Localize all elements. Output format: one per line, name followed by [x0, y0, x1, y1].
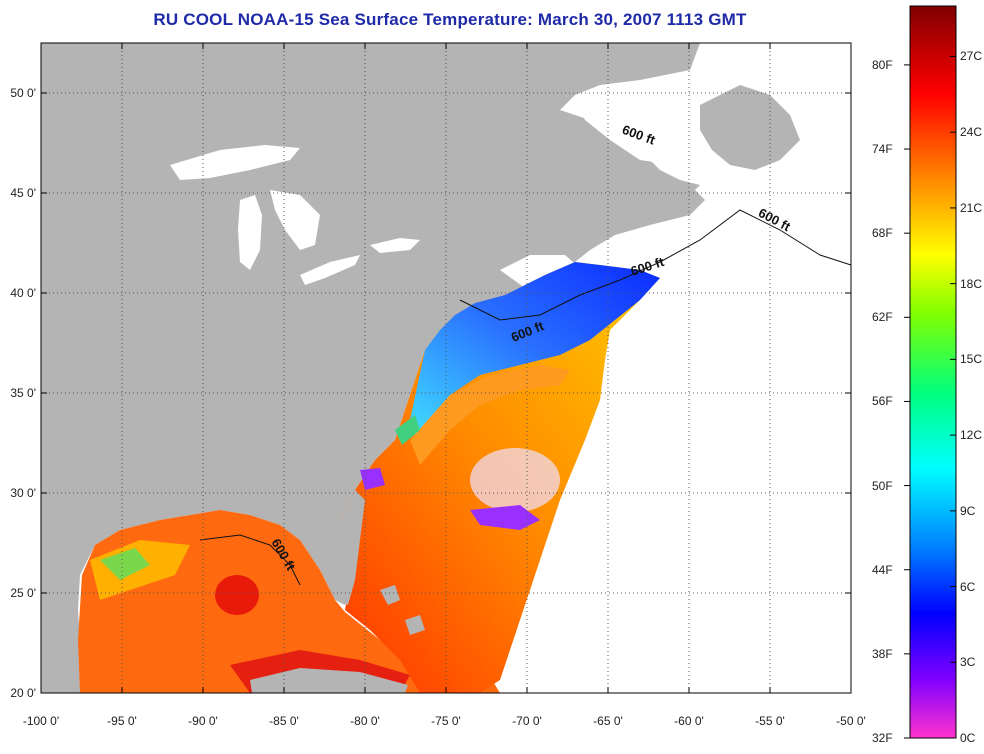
latitude-label: 30 0' — [10, 486, 36, 500]
colorbar-celsius-label: 15C — [960, 352, 983, 367]
longitude-label: -55 0' — [755, 714, 785, 728]
latitude-label: 45 0' — [10, 186, 36, 200]
longitude-label: -65 0' — [593, 714, 623, 728]
colorbar-fahrenheit-label: 68F — [872, 226, 893, 241]
longitude-label: -50 0' — [836, 714, 866, 728]
sst-gulf-red-eddy — [215, 575, 259, 615]
isobath-600ft-northeast — [459, 209, 852, 321]
longitude-label: -75 0' — [431, 714, 461, 728]
land-newfoundland — [700, 85, 800, 170]
latitude-label: 40 0' — [10, 286, 36, 300]
sst-eddy-field — [470, 448, 560, 512]
lake-huron — [270, 190, 320, 250]
longitude-label: -90 0' — [188, 714, 218, 728]
longitude-label: -60 0' — [674, 714, 704, 728]
lake-michigan — [238, 195, 262, 270]
colorbar-fahrenheit-label: 62F — [872, 310, 893, 325]
colorbar-fahrenheit-label: 80F — [872, 57, 893, 72]
colorbar-fahrenheit-label: 74F — [872, 142, 893, 157]
sst-cold-streak — [470, 505, 540, 530]
colorbar-celsius-label: 18C — [960, 276, 983, 291]
colorbar-celsius-label: 21C — [960, 200, 983, 215]
colorbar-celsius-label: 0C — [960, 731, 976, 745]
longitude-label: -85 0' — [269, 714, 299, 728]
longitude-label: -95 0' — [107, 714, 137, 728]
land-north-america — [41, 43, 705, 693]
map-title: RU COOL NOAA-15 Sea Surface Temperature:… — [153, 10, 747, 29]
sst-gulf-green-patch — [100, 548, 150, 580]
colorbar-celsius-label: 6C — [960, 579, 976, 594]
isobath-600ft-gulf — [199, 534, 301, 586]
lake-erie — [300, 255, 360, 285]
graticule — [41, 43, 851, 693]
longitude-label: -80 0' — [350, 714, 380, 728]
latitude-label: 50 0' — [10, 86, 36, 100]
colorbar-ticks — [904, 55, 956, 739]
colorbar-celsius-label: 3C — [960, 655, 976, 670]
lake-ontario — [370, 238, 420, 253]
longitude-label: -70 0' — [512, 714, 542, 728]
latitude-label: 35 0' — [10, 386, 36, 400]
colorbar-fahrenheit-label: 50F — [872, 478, 893, 493]
latitude-label: 20 0' — [10, 686, 36, 700]
map-ticks — [40, 43, 852, 694]
gulf-st-lawrence — [575, 95, 680, 165]
latitude-labels: 20 0' 25 0' 30 0' 35 0' 40 0' 45 0' 50 0' — [10, 86, 36, 700]
sst-coastal-purple — [360, 468, 385, 490]
colorbar-celsius-label: 12C — [960, 428, 983, 443]
colorbar-fahrenheit-label: 44F — [872, 562, 893, 577]
colorbar-celsius-label: 24C — [960, 125, 983, 140]
colorbar-celsius-label: 9C — [960, 503, 976, 518]
land-bahamas — [380, 585, 425, 635]
sst-north-wall — [410, 365, 570, 465]
colorbar-gradient — [909, 5, 957, 739]
latitude-label: 25 0' — [10, 586, 36, 600]
land-cuba — [250, 668, 408, 693]
colorbar-fahrenheit-label: 32F — [872, 731, 893, 745]
sst-coastal-green — [395, 415, 420, 445]
colorbar-fahrenheit-label: 38F — [872, 646, 893, 661]
colorbar-fahrenheit-label: 56F — [872, 394, 893, 409]
land-nova-scotia — [610, 180, 700, 228]
land-florida — [338, 490, 365, 605]
longitude-label: -100 0' — [23, 714, 59, 728]
colorbar-celsius-label: 27C — [960, 49, 983, 64]
longitude-labels: -100 0' -95 0' -90 0' -85 0' -80 0' -75 0' -70… — [23, 714, 866, 728]
